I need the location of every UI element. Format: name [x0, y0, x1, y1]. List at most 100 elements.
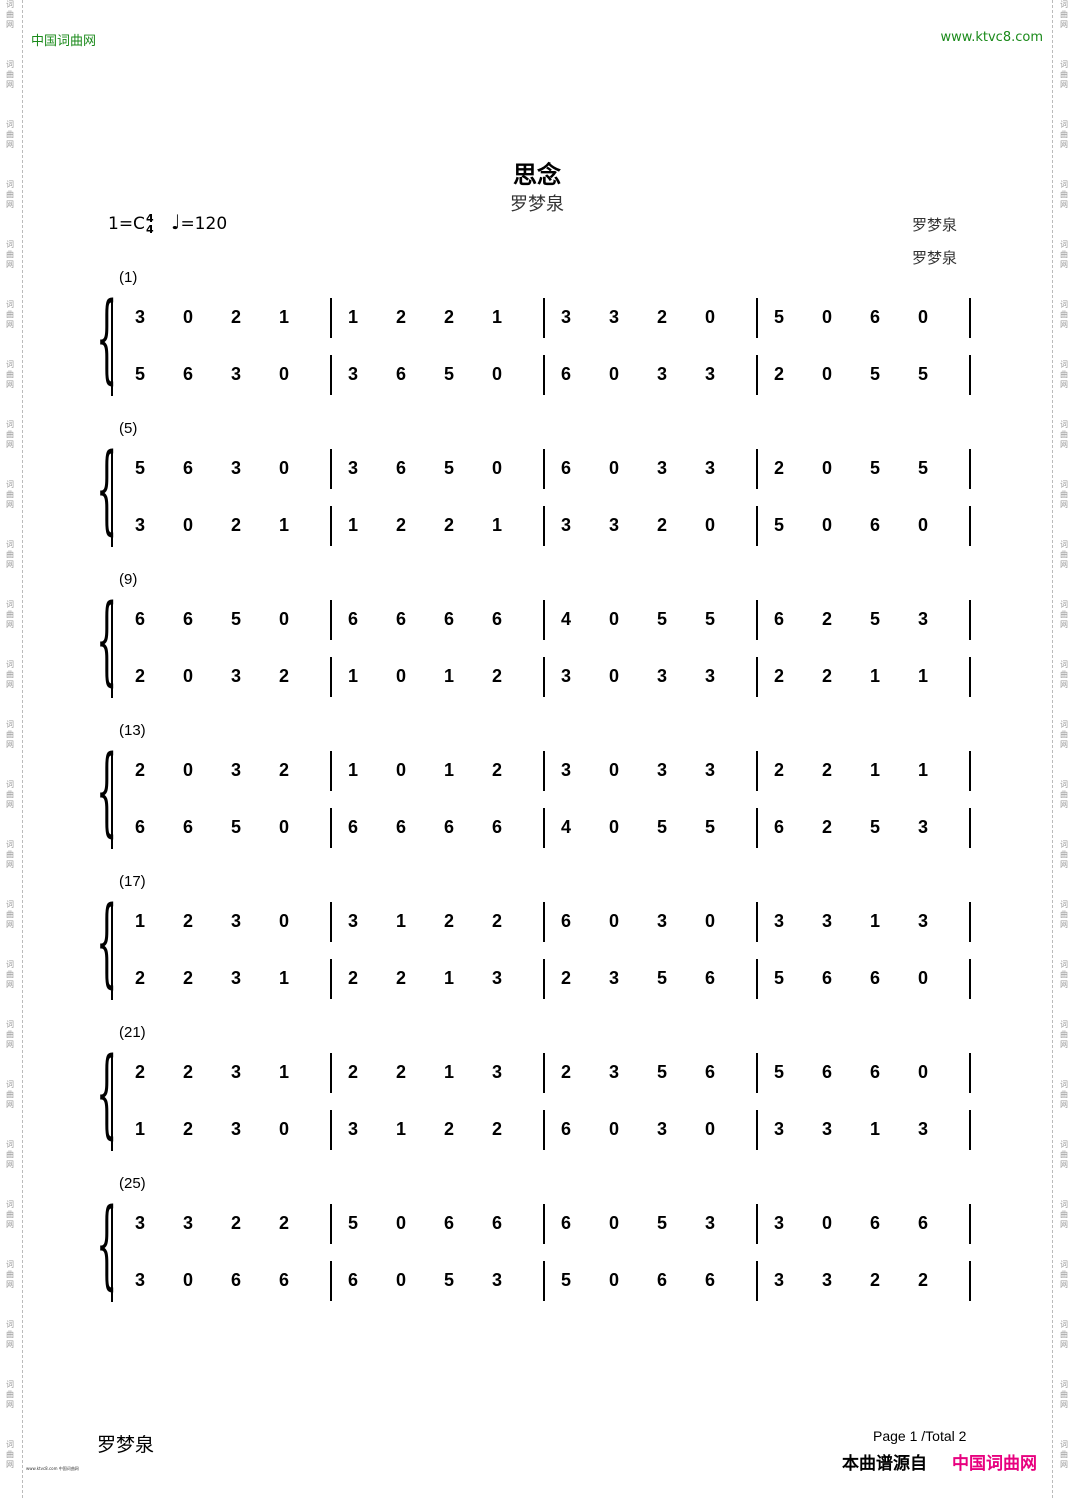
lower-note: 0	[278, 364, 289, 384]
lower-note: 2	[656, 515, 667, 535]
upper-note: 6	[182, 458, 193, 478]
lower-note: 3	[917, 1119, 928, 1139]
upper-note: 5	[656, 1213, 667, 1233]
footer-author: 罗梦泉	[97, 1434, 155, 1456]
lower-note: 5	[704, 817, 715, 837]
lower-note: 2	[278, 666, 289, 686]
lower-note: 3	[230, 666, 241, 686]
upper-note: 6	[182, 609, 193, 629]
upper-note: 0	[608, 609, 619, 629]
lower-note: 3	[347, 1119, 358, 1139]
page-indicator: Page 1 /Total 2	[873, 1428, 967, 1444]
upper-note: 0	[278, 458, 289, 478]
lower-note: 0	[608, 666, 619, 686]
upper-note: 3	[608, 1062, 619, 1082]
side-watermark: 词曲网	[1060, 660, 1068, 689]
side-watermark: 词曲网	[1060, 840, 1068, 869]
upper-note: 1	[443, 1062, 454, 1082]
upper-note: 0	[182, 760, 193, 780]
side-watermark: 词曲网	[1060, 960, 1068, 989]
barline	[969, 298, 971, 338]
barline	[756, 1261, 758, 1301]
upper-note: 3	[773, 1213, 784, 1233]
system-start-line	[111, 600, 113, 698]
lower-note: 1	[869, 1119, 880, 1139]
side-watermark: 词曲网	[6, 300, 14, 329]
upper-note: 6	[821, 1062, 832, 1082]
brace-icon: {	[96, 584, 118, 696]
margin-line-right	[1052, 0, 1053, 1498]
side-watermark: 词曲网	[6, 1380, 14, 1409]
lower-note: 6	[182, 817, 193, 837]
lower-note: 5	[656, 817, 667, 837]
upper-note: 3	[134, 1213, 145, 1233]
upper-note: 0	[821, 307, 832, 327]
lower-note: 6	[704, 968, 715, 988]
upper-note: 5	[704, 609, 715, 629]
upper-note: 3	[230, 760, 241, 780]
lower-note: 2	[395, 515, 406, 535]
upper-note: 0	[608, 1213, 619, 1233]
upper-note: 2	[230, 307, 241, 327]
lower-note: 6	[347, 817, 358, 837]
site-name-left[interactable]: 中国词曲网	[31, 34, 97, 49]
barline	[330, 1053, 332, 1093]
lower-note: 3	[704, 666, 715, 686]
upper-note: 2	[278, 760, 289, 780]
upper-note: 3	[656, 911, 667, 931]
lower-note: 3	[656, 364, 667, 384]
lower-note: 1	[134, 1119, 145, 1139]
lower-note: 2	[869, 1270, 880, 1290]
upper-note: 2	[134, 760, 145, 780]
barline	[969, 808, 971, 848]
lower-note: 3	[134, 1270, 145, 1290]
upper-note: 2	[773, 760, 784, 780]
system-start-line	[111, 298, 113, 396]
site-url-right[interactable]: www.ktvc8.com	[940, 30, 1043, 45]
lower-note: 0	[608, 1270, 619, 1290]
upper-note: 0	[821, 458, 832, 478]
barline	[330, 355, 332, 395]
side-watermark: 词曲网	[1060, 0, 1068, 29]
side-watermark: 词曲网	[1060, 1440, 1068, 1469]
barline	[330, 902, 332, 942]
system-start-line	[111, 902, 113, 1000]
barline	[330, 1204, 332, 1244]
upper-note: 6	[560, 458, 571, 478]
upper-note: 0	[395, 1213, 406, 1233]
lower-note: 3	[656, 666, 667, 686]
upper-note: 6	[491, 1213, 502, 1233]
upper-note: 6	[347, 609, 358, 629]
upper-note: 0	[182, 307, 193, 327]
upper-note: 5	[656, 609, 667, 629]
lower-note: 6	[560, 1119, 571, 1139]
upper-note: 2	[656, 307, 667, 327]
side-watermark: 词曲网	[6, 540, 14, 569]
upper-note: 0	[278, 609, 289, 629]
lower-note: 2	[443, 515, 454, 535]
lower-note: 0	[821, 364, 832, 384]
upper-note: 1	[347, 307, 358, 327]
source-label: 本曲谱源自	[842, 1454, 927, 1474]
measure-number: (5)	[119, 420, 138, 437]
upper-note: 1	[395, 911, 406, 931]
key-signature: 1=C4 4 ♩=120	[108, 210, 227, 235]
barline	[330, 298, 332, 338]
side-watermark: 词曲网	[6, 1440, 14, 1469]
upper-note: 5	[917, 458, 928, 478]
side-watermark: 词曲网	[6, 1080, 14, 1109]
upper-note: 2	[560, 1062, 571, 1082]
lower-note: 5	[869, 364, 880, 384]
lower-note: 2	[395, 968, 406, 988]
lower-note: 2	[134, 968, 145, 988]
upper-note: 5	[347, 1213, 358, 1233]
side-watermark: 词曲网	[1060, 720, 1068, 749]
barline	[330, 657, 332, 697]
brace-icon: {	[96, 433, 118, 545]
source-site-link[interactable]: 中国词曲网	[952, 1454, 1037, 1474]
upper-note: 0	[278, 911, 289, 931]
side-watermark: 词曲网	[1060, 360, 1068, 389]
upper-note: 3	[773, 911, 784, 931]
song-subtitle: 罗梦泉	[510, 194, 564, 215]
